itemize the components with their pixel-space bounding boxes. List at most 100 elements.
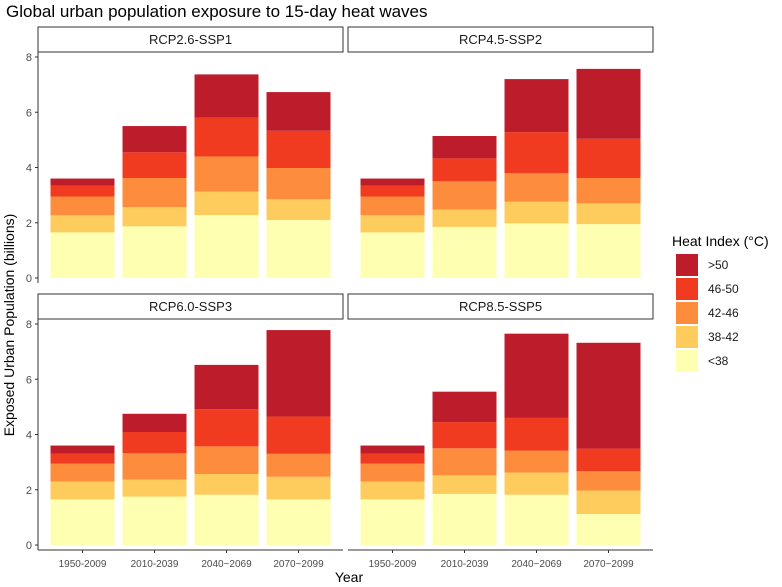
bar-segment <box>266 476 331 500</box>
bar-segment <box>50 196 115 216</box>
y-tick-label: 2 <box>26 218 32 230</box>
y-tick-label: 6 <box>26 107 32 119</box>
bar-segment <box>504 333 569 418</box>
bar-segment <box>50 499 115 545</box>
y-tick-label: 8 <box>26 319 32 331</box>
bar-segment <box>266 453 331 477</box>
legend-label: >50 <box>708 258 729 272</box>
bar-segment <box>194 474 259 495</box>
bar-segment <box>122 177 187 208</box>
bar-segment <box>194 215 259 278</box>
facet-strip <box>347 26 654 53</box>
bar-segment <box>432 391 497 423</box>
bar-segment <box>194 74 259 118</box>
bar-segment <box>576 224 641 278</box>
bar-segment <box>432 181 497 210</box>
x-tick-label: 2070~2099 <box>273 559 324 570</box>
bar-segment <box>194 364 259 410</box>
y-tick-label: 0 <box>26 540 32 552</box>
bar-segment <box>122 496 187 545</box>
bar-segment <box>504 223 569 278</box>
bar-segment <box>266 219 331 278</box>
facet-strip-label: RCP4.5-SSP2 <box>459 32 542 47</box>
legend-swatch <box>676 326 698 348</box>
bar-segment <box>576 203 641 225</box>
bar-segment <box>122 207 187 227</box>
y-tick-label: 4 <box>26 430 32 442</box>
x-tick-label: 2040~2069 <box>201 559 252 570</box>
bar-segment <box>360 453 425 464</box>
bar-segment <box>50 445 115 454</box>
x-tick-label: 2070~2099 <box>583 559 634 570</box>
bar-segment <box>432 209 497 227</box>
bar-segment <box>50 215 115 233</box>
bar-segment <box>266 199 331 220</box>
facet-panel: RCP6.0-SSP3 0 2 4 6 8 1950-2009 2010-2039 2040~2… <box>26 293 344 570</box>
y-tick-label: 8 <box>26 52 32 64</box>
bar-segment <box>122 152 187 178</box>
bar-segment <box>122 432 187 454</box>
x-tick-label: 1950-2009 <box>59 559 107 570</box>
bar-segment <box>266 130 331 169</box>
facet-panel: RCP8.5-SSP5 1950-2009 2010-2039 2040~2069 20… <box>347 293 654 570</box>
y-axis-title: Exposed Urban Population (billions) <box>1 214 17 437</box>
bar-segment <box>194 191 259 216</box>
bar-segment <box>432 475 497 494</box>
bar-segment <box>360 463 425 482</box>
bar-segment <box>504 79 569 133</box>
facet-panels: RCP2.6-SSP1 0 2 4 6 8 RCP4.5-SSP2 RCP6.0-SSP3 0 2… <box>26 26 654 570</box>
y-tick-label: 2 <box>26 485 32 497</box>
bar-segment <box>576 177 641 204</box>
bar-segment <box>266 330 331 417</box>
bar-segment <box>576 448 641 472</box>
bar-segment <box>122 479 187 497</box>
bar-segment <box>194 494 259 545</box>
facet-strip <box>37 26 344 53</box>
facet-panel: RCP2.6-SSP1 0 2 4 6 8 <box>26 26 344 285</box>
bar-segment <box>504 417 569 451</box>
bar-segment <box>50 463 115 482</box>
bar-segment <box>360 481 425 500</box>
legend-label: 38-42 <box>708 330 739 344</box>
bar-segment <box>432 422 497 449</box>
bar-segment <box>122 126 187 153</box>
bar-segment <box>576 342 641 449</box>
chart-title: Global urban population exposure to 15-d… <box>6 2 428 21</box>
bar-segment <box>50 232 115 278</box>
bar-segment <box>266 416 331 454</box>
bar-segment <box>50 453 115 464</box>
legend-label: 46-50 <box>708 282 739 296</box>
x-tick-label: 2040~2069 <box>511 559 562 570</box>
legend-title: Heat Index (°C) <box>672 233 769 249</box>
y-tick-label: 0 <box>26 273 32 285</box>
bar-segment <box>122 453 187 480</box>
bar-segment <box>266 168 331 200</box>
x-tick-label: 1950-2009 <box>369 559 417 570</box>
bar-segment <box>266 92 331 131</box>
legend-swatch <box>676 350 698 372</box>
facet-strip-label: RCP2.6-SSP1 <box>149 32 232 47</box>
bar-segment <box>360 196 425 216</box>
bar-segment <box>504 132 569 174</box>
legend-label: 42-46 <box>708 306 739 320</box>
bar-segment <box>504 494 569 545</box>
bar-segment <box>576 490 641 515</box>
bar-segment <box>194 156 259 192</box>
bar-segment <box>432 158 497 182</box>
x-tick-label: 2010-2039 <box>441 559 489 570</box>
legend-swatch <box>676 278 698 300</box>
bar-segment <box>432 136 497 159</box>
facet-panel: RCP4.5-SSP2 <box>347 26 654 278</box>
legend-swatch <box>676 302 698 324</box>
bar-segment <box>194 409 259 447</box>
facet-strip-label: RCP6.0-SSP3 <box>149 299 232 314</box>
bar-segment <box>122 226 187 278</box>
bar-segment <box>266 499 331 545</box>
bar-segment <box>50 178 115 186</box>
bar-segment <box>576 68 641 139</box>
bar-segment <box>576 471 641 491</box>
bar-segment <box>432 493 497 545</box>
facet-strip <box>37 293 344 320</box>
x-axis-title: Year <box>335 569 364 585</box>
